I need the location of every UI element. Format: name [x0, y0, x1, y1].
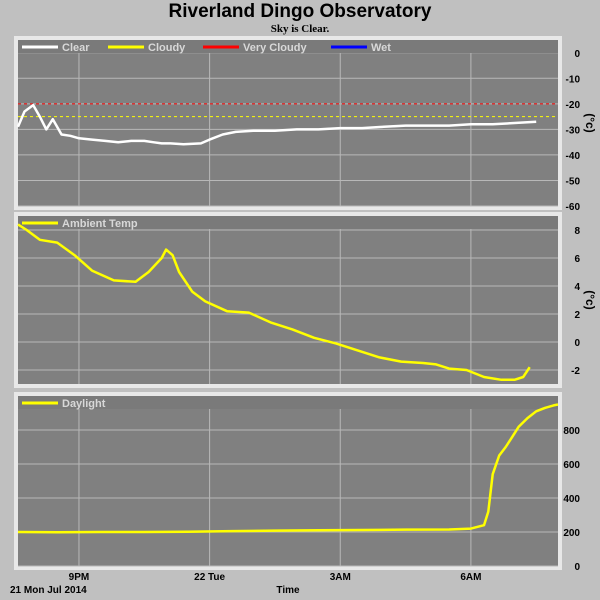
ambient-legend-strip: [18, 216, 558, 229]
sky-legend-label-0: Clear: [62, 42, 90, 54]
sky-ytick-2: -20: [566, 100, 581, 111]
ambient-legend-label-0: Ambient Temp: [62, 218, 138, 230]
ambient-ytick-5: -2: [571, 366, 580, 377]
xtick-3: 6AM: [460, 572, 481, 583]
sky-ytick-5: -50: [566, 176, 581, 187]
sky-ylabel: (°c): [583, 113, 597, 132]
sky-ytick-1: -10: [566, 74, 581, 85]
daylight-legend-strip: [18, 396, 558, 409]
x-axis-label: Time: [276, 585, 300, 596]
xtick-0: 9PM: [69, 572, 90, 583]
xtick-1: 22 Tue: [194, 572, 225, 583]
sky-legend-label-3: Wet: [371, 42, 391, 54]
ambient-ytick-3: 2: [574, 310, 580, 321]
ambient-ytick-0: 8: [574, 226, 580, 237]
daylight-ytick-0: 800: [563, 426, 580, 437]
daylight-ytick-2: 400: [563, 494, 580, 505]
ambient-plot-area: [18, 216, 558, 384]
ambient-ylabel: (°c): [583, 290, 597, 309]
daylight-series-0: [17, 403, 559, 534]
sky-plot-area: [18, 40, 558, 206]
xtick-2: 3AM: [330, 572, 351, 583]
sky-legend-label-2: Very Cloudy: [243, 42, 307, 54]
sky-ytick-0: 0: [574, 49, 580, 60]
daylight-ytick-4: 0: [574, 562, 580, 573]
date-label: 21 Mon Jul 2014: [10, 585, 87, 596]
sky-legend-label-1: Cloudy: [148, 42, 186, 54]
ambient-ytick-1: 6: [574, 254, 580, 265]
daylight-plot-area: [18, 396, 558, 566]
daylight-legend-label-0: Daylight: [62, 398, 106, 410]
sky-ytick-6: -60: [566, 202, 581, 213]
ambient-ytick-2: 4: [574, 282, 580, 293]
chart-subtitle: Sky is Clear.: [270, 23, 330, 35]
sky-legend-strip: [18, 40, 558, 53]
daylight-ytick-1: 600: [563, 460, 580, 471]
sky-ytick-4: -40: [566, 151, 581, 162]
sky-ytick-3: -30: [566, 125, 581, 136]
sky-series-0: [16, 103, 537, 146]
ambient-ytick-4: 0: [574, 338, 580, 349]
daylight-ytick-3: 200: [563, 528, 580, 539]
chart-title: Riverland Dingo Observatory: [168, 1, 432, 22]
ambient-series-0: [17, 223, 531, 382]
